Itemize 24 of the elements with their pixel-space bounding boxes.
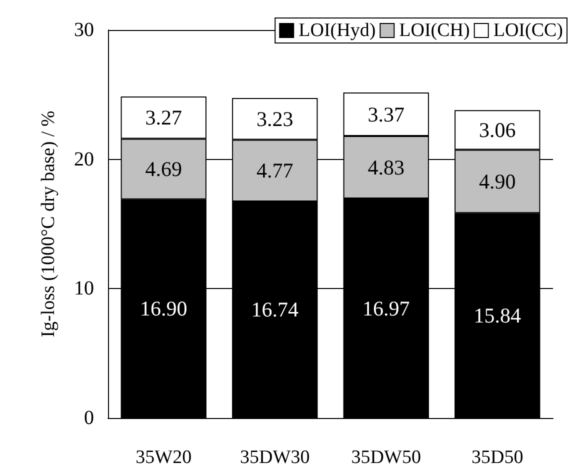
data-label: 4.77 xyxy=(256,158,294,183)
x-tick-label: 35W20 xyxy=(136,447,192,468)
y-tick-label: 30 xyxy=(74,19,94,41)
legend-label: LOI(Hyd) xyxy=(298,20,376,41)
data-label: 3.06 xyxy=(479,118,516,142)
legend-label: LOI(CH) xyxy=(399,20,470,41)
y-tick-label: 10 xyxy=(74,278,94,300)
data-label: 3.27 xyxy=(145,106,182,130)
data-label: 3.37 xyxy=(368,102,404,126)
data-label: 16.90 xyxy=(140,296,188,321)
data-label: 16.97 xyxy=(362,296,410,320)
x-tick-label: 35DW50 xyxy=(351,447,421,468)
data-label: 4.90 xyxy=(479,169,516,194)
y-tick-label: 0 xyxy=(84,407,94,429)
data-label: 16.74 xyxy=(251,298,299,322)
y-axis-title: Ig-loss (1000°C dry base) / % xyxy=(38,110,59,338)
data-label: 3.23 xyxy=(256,106,294,131)
data-label: 15.84 xyxy=(474,304,522,328)
x-tick-label: 35D50 xyxy=(472,447,524,468)
legend-label: LOI(CC) xyxy=(493,20,563,41)
x-tick-label: 35DW30 xyxy=(240,447,310,468)
data-label: 4.83 xyxy=(368,155,404,180)
y-tick-label: 20 xyxy=(74,148,94,170)
data-label: 4.69 xyxy=(145,157,182,182)
